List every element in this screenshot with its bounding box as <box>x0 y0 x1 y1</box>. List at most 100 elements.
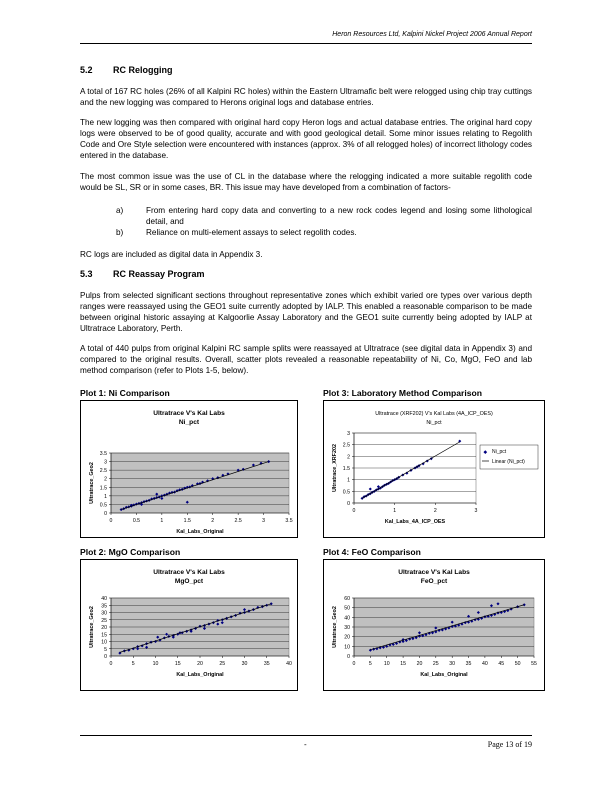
x-tick-label: 1 <box>160 518 163 524</box>
chart-subtitle: Ni_pct <box>179 419 200 426</box>
chart-plot-1: Ultratrace V's Kal Labs Ni_pct 0 0.5 1 1.5 2 2.… <box>80 400 298 538</box>
trendline <box>361 441 460 499</box>
plot-4-caption: Plot 4: FeO Comparison <box>323 547 421 557</box>
x-tick-label: 20 <box>417 661 423 667</box>
y-tick-label: 50 <box>344 606 350 612</box>
y-tick-label: 0 <box>104 654 107 660</box>
data-point <box>391 642 395 646</box>
paragraph: A total of 440 pulps from original Kalpi… <box>80 344 532 375</box>
y-axis-label: Ultratrace_Geo2 <box>332 606 338 648</box>
y-axis-label: Ultratrace_Geo2 <box>89 462 95 504</box>
x-tick-label: 15 <box>175 661 181 667</box>
x-axis-label: Kal_Labs_Original <box>420 672 468 678</box>
paragraph: The most common issue was the use of CL … <box>80 172 532 192</box>
header-rule <box>80 43 532 44</box>
y-tick-label: 40 <box>101 596 107 602</box>
data-point <box>189 629 193 633</box>
section-5-2-heading: 5.2 RC Relogging <box>80 65 173 75</box>
list-item-label: b) <box>116 228 124 237</box>
chart-plot-4: Ultratrace V's Kal Labs FeO_pct 0 10 20 30 40 5… <box>323 559 545 691</box>
y-tick-label: 5 <box>104 647 107 653</box>
y-tick-label: 0 <box>104 511 107 517</box>
chart-title: Ultratrace V's Kal Labs <box>153 569 225 576</box>
page-number: Page 13 of 19 <box>487 740 532 749</box>
y-tick-label: 0.5 <box>343 489 350 495</box>
list-item-text: From entering hard copy data and convert… <box>146 206 532 226</box>
y-tick-label: 1 <box>347 478 350 484</box>
chart-subtitle: MgO_pct <box>175 578 204 585</box>
paragraph: Pulps from selected significant sections… <box>80 291 532 333</box>
y-tick-label: 0 <box>347 501 350 507</box>
x-tick-label: 50 <box>515 661 521 667</box>
list-item: a) From entering hard copy data and conv… <box>116 205 532 227</box>
y-tick-label: 35 <box>101 603 107 609</box>
x-tick-label: 10 <box>384 661 390 667</box>
y-tick-label: 20 <box>101 625 107 631</box>
section-number: 5.2 <box>80 65 93 75</box>
y-axis-label: Ultratrace_XRF202 <box>332 444 338 492</box>
chart-subtitle: FeO_pct <box>421 578 448 585</box>
y-tick-label: 25 <box>101 618 107 624</box>
y-tick-label: 2.5 <box>100 468 107 474</box>
x-tick-label: 2 <box>434 508 437 514</box>
x-tick-label: 35 <box>264 661 270 667</box>
x-tick-label: 3 <box>262 518 265 524</box>
paragraph: RC logs are included as digital data in … <box>80 250 263 259</box>
x-tick-label: 1.5 <box>184 518 191 524</box>
y-tick-label: 30 <box>344 625 350 631</box>
chart-title: Ultratrace V's Kal Labs <box>398 569 470 576</box>
section-title: RC Reassay Program <box>113 269 205 279</box>
x-tick-label: 0 <box>110 661 113 667</box>
data-point <box>220 621 224 625</box>
data-point <box>242 608 247 612</box>
y-axis-label: Ultratrace_Geo2 <box>89 606 95 648</box>
data-point <box>267 460 271 464</box>
chart-svg: Ultratrace (XRF202) V's Kal Labs (4A_ICP… <box>332 411 539 525</box>
y-tick-label: 1 <box>104 494 107 500</box>
trendline <box>119 603 272 653</box>
x-tick-label: 20 <box>197 661 203 667</box>
list-item-label: a) <box>116 206 124 215</box>
trendline <box>370 604 525 651</box>
y-tick-label: 20 <box>344 635 350 641</box>
paragraph: A total of 167 RC holes (26% of all Kalp… <box>80 87 532 107</box>
section-5-3-heading: 5.3 RC Reassay Program <box>80 269 205 279</box>
x-tick-label: 15 <box>400 661 406 667</box>
footer-rule <box>80 735 532 736</box>
x-tick-label: 5 <box>369 661 372 667</box>
y-tick-label: 40 <box>344 615 350 621</box>
data-point <box>216 622 220 626</box>
legend-entry: Linear (Ni_pct) <box>492 459 525 465</box>
section-number: 5.3 <box>80 269 93 279</box>
data-point <box>450 620 454 624</box>
chart-title: Ultratrace (XRF202) V's Kal Labs (4A_ICP… <box>375 411 493 417</box>
y-tick-label: 10 <box>344 644 350 650</box>
plot-1-caption: Plot 1: Ni Comparison <box>80 388 170 398</box>
y-tick-label: 0 <box>347 654 350 660</box>
y-tick-label: 1.5 <box>343 466 350 472</box>
x-tick-label: 1 <box>393 508 396 514</box>
y-tick-label: 15 <box>101 632 107 638</box>
list-item: b) Reliance on multi-element assays to s… <box>116 227 532 238</box>
x-tick-label: 40 <box>482 661 488 667</box>
chart-svg: Ultratrace V's Kal Labs Ni_pct 0 0.5 1 1.5 2 2.… <box>89 410 293 535</box>
x-axis-label: Kal_Labs_4A_ICP_OES <box>385 519 446 525</box>
x-tick-label: 35 <box>466 661 472 667</box>
chart-plot-2: Ultratrace V's Kal Labs MgO_pct 0 5 10 15 20 25… <box>80 559 298 691</box>
x-tick-label: 45 <box>498 661 504 667</box>
x-tick-label: 55 <box>531 661 537 667</box>
data-point <box>466 614 471 618</box>
x-tick-label: 25 <box>219 661 225 667</box>
list-item-text: Reliance on multi-element assays to sele… <box>146 228 357 237</box>
x-tick-label: 0 <box>110 518 113 524</box>
x-tick-label: 0 <box>353 508 356 514</box>
paragraph: The new logging was then compared with o… <box>80 118 532 160</box>
y-tick-label: 1.5 <box>100 485 107 491</box>
y-tick-label: 60 <box>344 596 350 602</box>
chart-plot-3: Ultratrace (XRF202) V's Kal Labs (4A_ICP… <box>323 400 545 538</box>
x-axis-label: Kal_Labs_Original <box>176 529 224 535</box>
legend-box <box>479 444 539 470</box>
data-point <box>385 644 389 648</box>
y-tick-label: 3 <box>104 460 107 466</box>
trendline <box>121 461 269 510</box>
